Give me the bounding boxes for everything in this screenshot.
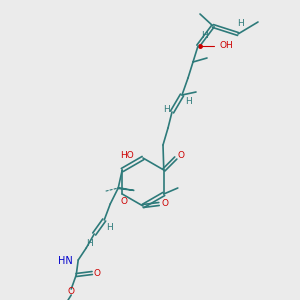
Text: O: O (121, 196, 128, 206)
Text: H: H (186, 97, 192, 106)
Text: O: O (177, 151, 184, 160)
Text: HN: HN (58, 256, 73, 266)
Text: H: H (164, 104, 170, 113)
Text: H: H (106, 223, 112, 232)
Text: H: H (86, 239, 93, 248)
Text: OH: OH (219, 41, 233, 50)
Text: HO: HO (120, 152, 134, 160)
Text: H: H (201, 32, 207, 40)
Text: H: H (237, 19, 243, 28)
Text: O: O (68, 287, 75, 296)
Text: O: O (94, 268, 101, 278)
Polygon shape (118, 188, 134, 190)
Text: O: O (161, 200, 169, 208)
